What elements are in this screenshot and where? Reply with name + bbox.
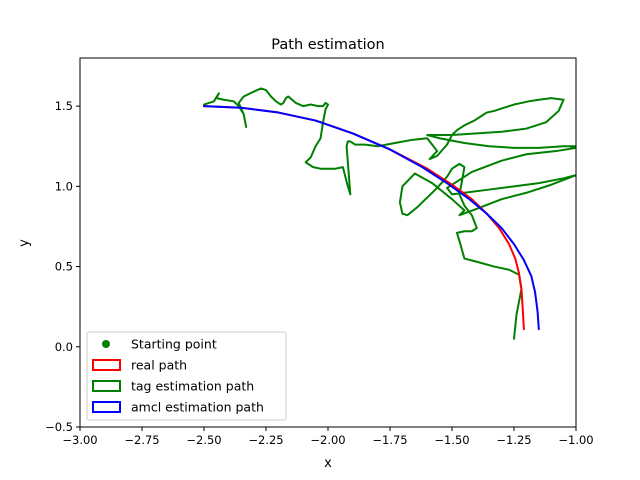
x-tick-label: −1.50 [434, 433, 469, 447]
x-tick-label: −2.25 [248, 433, 283, 447]
x-tick-label: −2.75 [124, 433, 159, 447]
series-line-amcl-estimation-path [203, 105, 540, 331]
y-tick-label: 1.0 [55, 179, 73, 193]
x-tick-label: −1.25 [496, 433, 531, 447]
y-tick-label: −0.5 [45, 420, 73, 434]
y-tick-label: 0.5 [55, 260, 73, 274]
plot-lines [203, 87, 576, 340]
x-axis: −3.00 −2.75 −2.50 −2.25 −2.00 −1.75 −1.50 −1.25… [62, 427, 594, 447]
legend-label: Starting point [131, 337, 217, 352]
series-line-tag-estimation-path [203, 87, 576, 340]
y-tick-label: 0.0 [55, 340, 73, 354]
legend-label: amcl estimation path [131, 400, 264, 415]
legend-box [86, 331, 287, 421]
legend-marker [102, 340, 110, 348]
legend-swatch [92, 359, 121, 371]
y-tick-label: 1.5 [55, 99, 73, 113]
x-tick-label: −2.00 [310, 433, 345, 447]
x-tick-label: −3.00 [62, 433, 97, 447]
x-tick-label: −1.00 [558, 433, 593, 447]
legend: Starting point real path tag estimation pa… [86, 331, 287, 421]
legend-swatch [92, 380, 121, 392]
chart-title: Path estimation [271, 37, 384, 53]
x-axis-label: x [324, 456, 332, 471]
legend-swatch [92, 401, 121, 413]
x-tick-label: −2.50 [186, 433, 221, 447]
y-axis: −0.5 0.0 0.5 1.0 1.5 [45, 99, 80, 434]
x-tick-label: −1.75 [372, 433, 407, 447]
legend-label: real path [131, 358, 187, 373]
legend-label: tag estimation path [131, 379, 254, 394]
y-axis-label: y [17, 239, 32, 247]
